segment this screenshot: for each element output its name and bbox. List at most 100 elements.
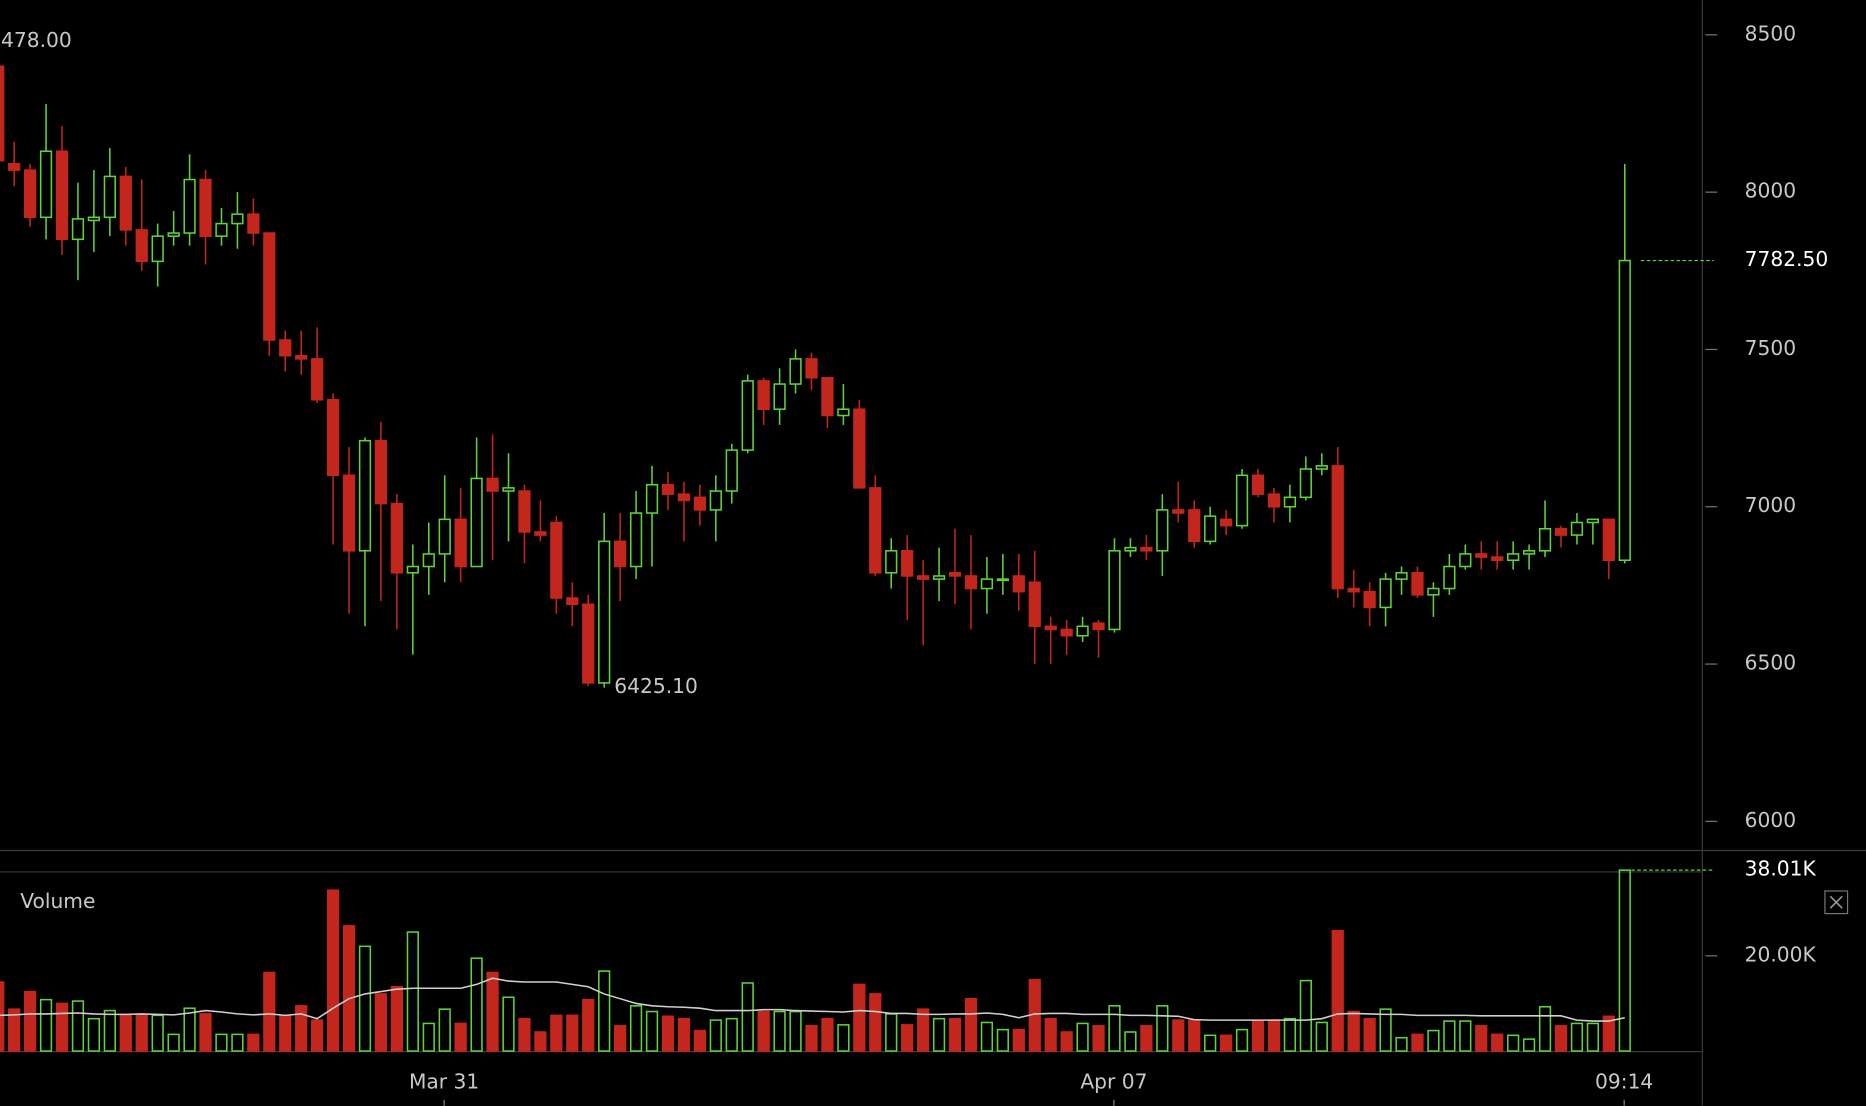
volume-bar [231,1033,244,1052]
volume-bar [1459,1020,1472,1052]
candle-body [151,235,164,263]
candle-body [1028,581,1041,628]
candle-body [1060,628,1073,637]
candle-body [1347,587,1360,593]
volume-bar [614,1025,627,1052]
candle-body [1204,515,1217,543]
volume-bar [534,1031,547,1052]
candle-body [996,578,1009,582]
volume-bar [1443,1020,1456,1052]
volume-bar [1395,1036,1408,1052]
x-tick-label: Mar 31 [409,1070,479,1094]
volume-bar [438,1008,451,1052]
candle-body [1156,509,1169,552]
candle-body [215,222,228,237]
candle-body [1475,553,1488,558]
volume-bar [1315,1021,1328,1052]
candle-body [358,439,372,552]
candle-body [885,550,898,574]
volume-bar [1092,1025,1105,1052]
volume-bar [279,1014,292,1052]
volume-bar [0,981,5,1052]
candle-body [1379,578,1392,609]
candle-body [661,483,675,495]
volume-bar [1379,1008,1392,1052]
candle-body [534,531,547,536]
last-price-label: 7782.50 [1745,247,1829,271]
candle-body [932,575,946,580]
candle-body [1411,572,1424,596]
volume-bar [1204,1034,1217,1052]
candle-body [677,493,691,502]
candle-body [406,565,419,574]
volume-bar [135,1014,148,1052]
volume-bar [932,1017,946,1052]
candle-body [773,383,786,410]
candle-body [550,521,563,599]
volume-bar [215,1033,228,1052]
volume-bar [661,1015,675,1052]
volume-bar [55,1002,69,1052]
candle-body [71,218,85,241]
volume-bar [1602,1015,1615,1052]
volume-bar [422,1022,435,1052]
volume-bar [486,971,499,1052]
candle-body [486,477,499,492]
volume-bar [199,1013,212,1052]
candle-body [1618,259,1631,562]
candle-body [1172,509,1185,514]
volume-bar [566,1014,579,1052]
close-volume-button[interactable] [1824,890,1849,915]
candle-body [135,229,148,263]
candle-body [183,178,196,234]
last-volume-label: 38.01K [1745,857,1817,881]
volume-bar [853,983,866,1052]
candle-body [629,512,643,568]
close-icon[interactable] [1829,895,1843,909]
candle-body [199,178,212,237]
y-tick-label: 6000 [1745,808,1796,832]
volume-bar [1427,1029,1440,1052]
volume-bar [1283,1017,1297,1052]
candle-body [1299,468,1312,499]
volume-bar [454,1022,467,1052]
price-panel [0,65,1631,688]
volume-average-line [0,977,1625,1022]
volume-bar [470,957,483,1052]
volume-bar [326,889,340,1052]
candle-body [0,65,5,162]
volume-bar [805,1025,818,1052]
volume-bar [1235,1028,1249,1052]
candle-body [8,163,21,171]
volume-bar [23,990,37,1052]
candle-body [566,597,579,606]
candle-body [231,213,244,225]
candle-body [741,380,754,451]
volume-bar [1140,1025,1153,1052]
candle-body [1076,625,1089,637]
volume-bar [311,1019,324,1052]
y-tick-label: 7500 [1745,336,1796,360]
candle-body [1538,527,1552,552]
candle-body [1586,518,1600,524]
candle-body [805,358,818,379]
volume-bar [1491,1033,1504,1052]
y-tick-label: 7000 [1745,493,1796,517]
candle-body [1427,587,1440,596]
candle-body [598,540,611,684]
candle-body [1522,550,1536,555]
candle-body [869,487,882,574]
volume-bar [71,1000,85,1052]
candle-body [1363,590,1376,609]
volume-bar [964,997,978,1052]
volume-bar [1124,1031,1137,1052]
volume-bar [167,1033,180,1052]
candle-body [1124,546,1137,552]
volume-bar [1586,1022,1600,1052]
volume-bar [183,1007,196,1052]
volume-bar [1347,1010,1360,1052]
candle-body [39,150,53,219]
y-tick-label: 20.00K [1745,942,1817,966]
close-box[interactable] [1824,890,1849,915]
candle-body [1251,474,1265,495]
